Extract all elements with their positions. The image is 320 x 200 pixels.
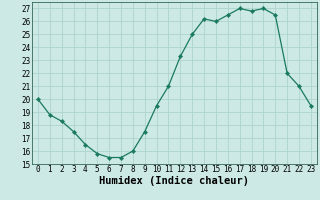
X-axis label: Humidex (Indice chaleur): Humidex (Indice chaleur) [100,176,249,186]
